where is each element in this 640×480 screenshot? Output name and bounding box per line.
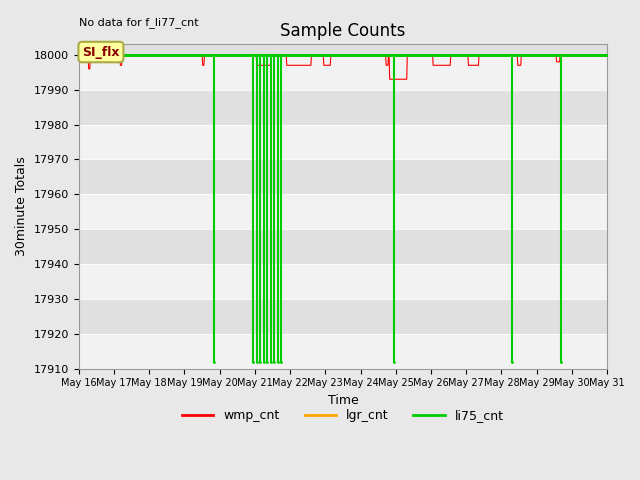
Text: No data for f_li77_cnt: No data for f_li77_cnt xyxy=(79,17,198,28)
Bar xyxy=(79,194,607,229)
Legend: wmp_cnt, lgr_cnt, li75_cnt: wmp_cnt, lgr_cnt, li75_cnt xyxy=(177,404,509,427)
Bar xyxy=(79,334,607,369)
Bar xyxy=(79,124,607,159)
Title: Sample Counts: Sample Counts xyxy=(280,22,406,40)
Bar xyxy=(79,264,607,299)
Text: SI_flx: SI_flx xyxy=(82,46,120,59)
X-axis label: Time: Time xyxy=(328,394,358,407)
Y-axis label: 30minute Totals: 30minute Totals xyxy=(15,156,28,256)
Bar xyxy=(79,55,607,90)
